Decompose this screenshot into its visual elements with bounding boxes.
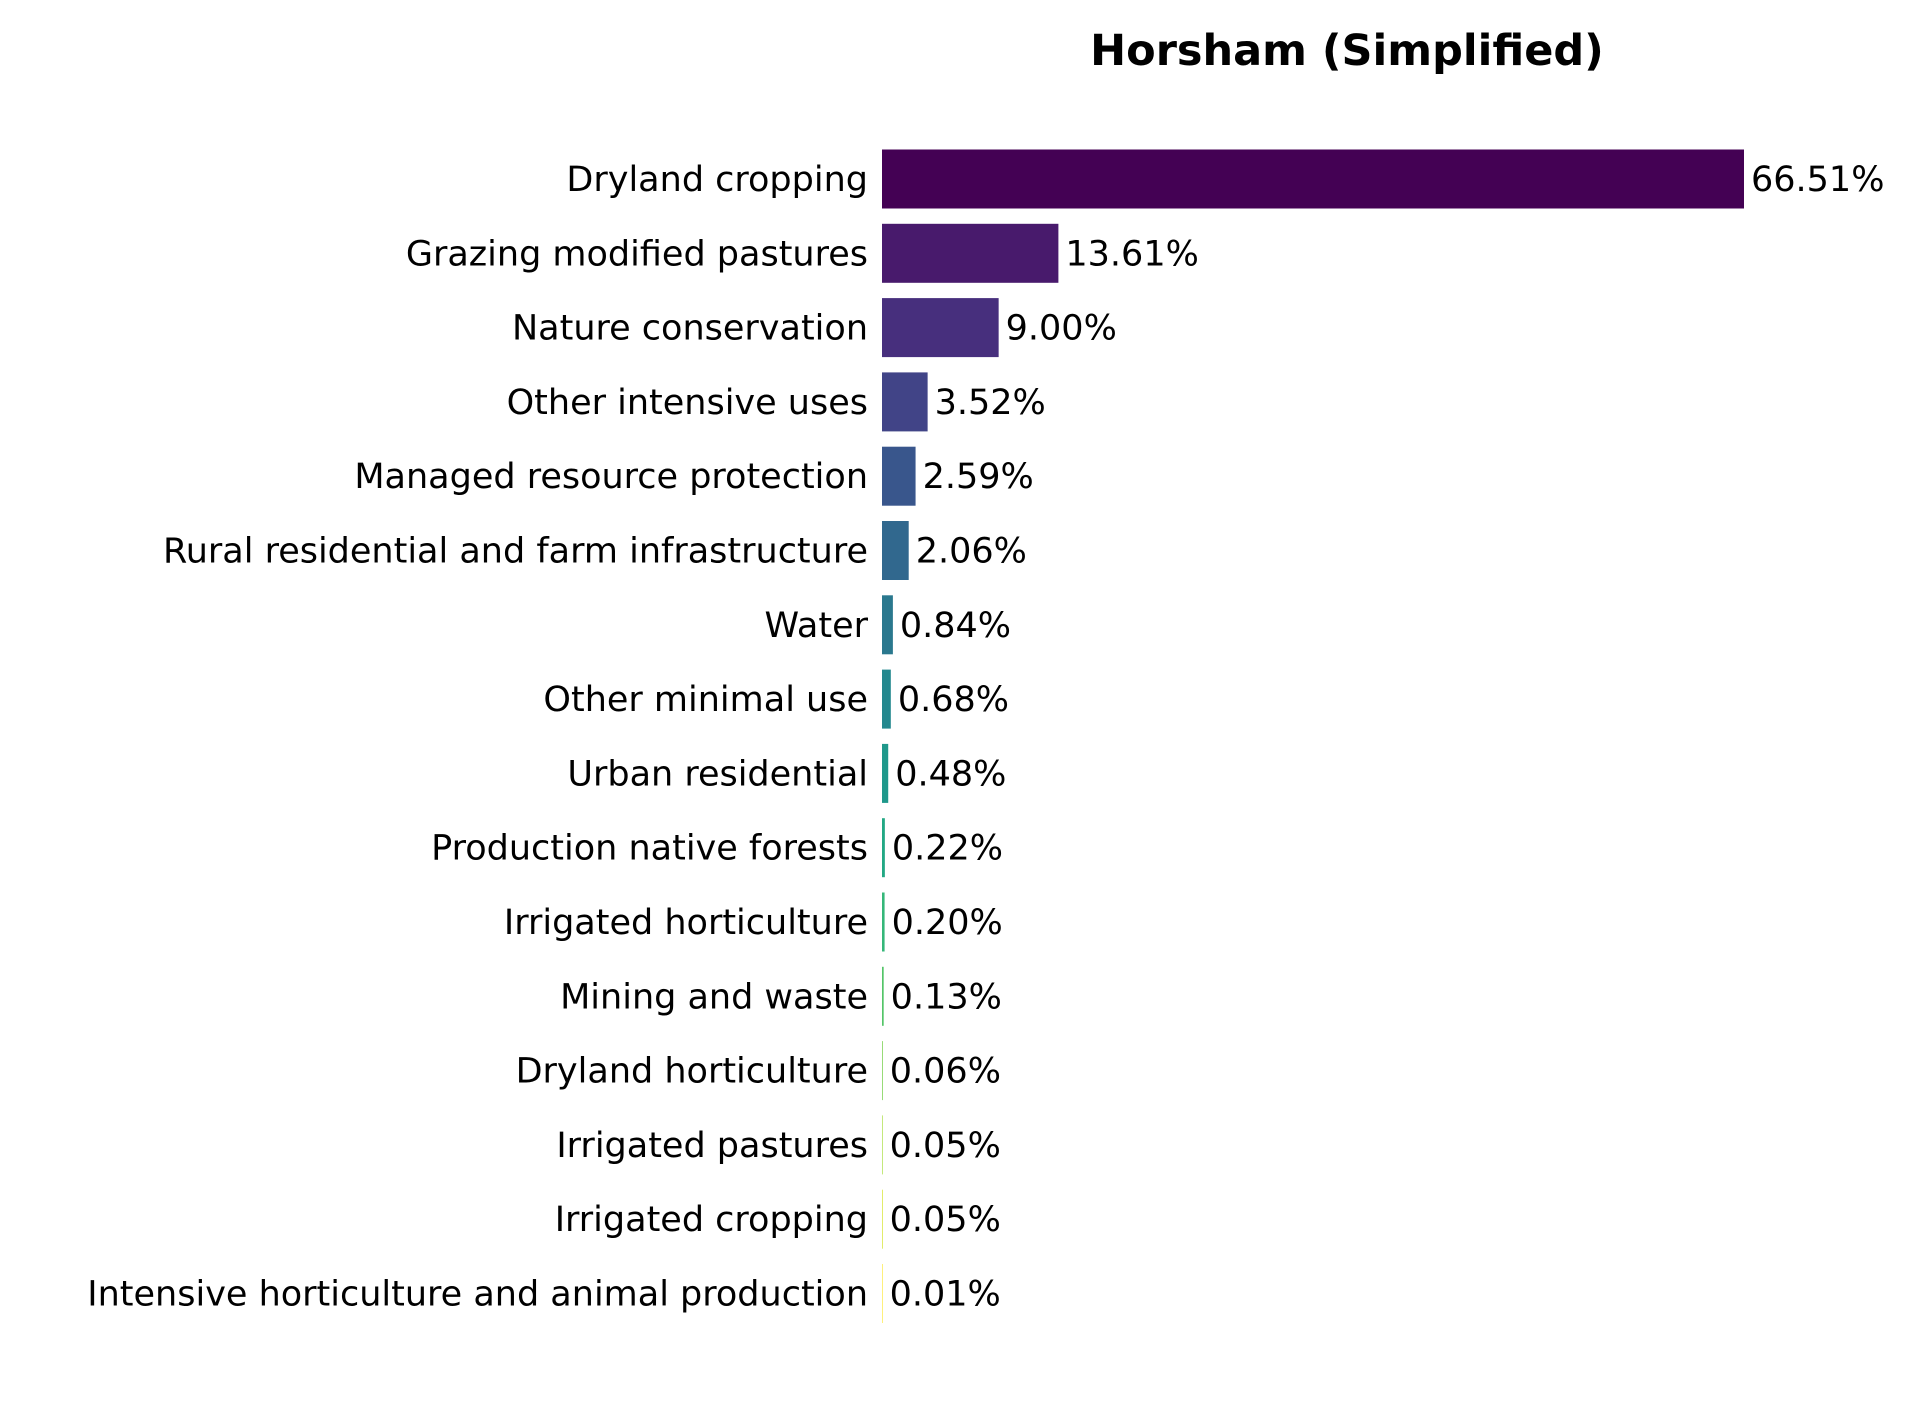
- category-label-12: Dryland horticulture: [516, 1052, 868, 1092]
- category-label-14: Irrigated cropping: [555, 1200, 868, 1240]
- value-label-3: 3.52%: [935, 383, 1046, 423]
- category-labels: Dryland cropping Grazing modified pasture…: [87, 160, 868, 1315]
- category-label-4: Managed resource protection: [354, 457, 868, 497]
- value-label-9: 0.22%: [892, 829, 1003, 869]
- value-label-12: 0.06%: [890, 1052, 1001, 1092]
- bar-4: [882, 446, 916, 506]
- bar-5: [882, 521, 909, 580]
- category-label-11: Mining and waste: [560, 977, 868, 1017]
- chart-title: Horsham (Simplified): [1090, 26, 1604, 76]
- bar-14: [882, 1189, 883, 1249]
- value-label-14: 0.05%: [890, 1200, 1001, 1240]
- value-label-7: 0.68%: [898, 680, 1009, 720]
- category-label-10: Irrigated horticulture: [504, 903, 868, 943]
- category-label-15: Intensive horticulture and animal produc…: [87, 1275, 868, 1315]
- value-label-5: 2.06%: [916, 532, 1027, 572]
- value-label-0: 66.51%: [1751, 160, 1884, 200]
- bar-11: [882, 966, 884, 1026]
- value-label-11: 0.13%: [891, 977, 1002, 1017]
- value-label-1: 13.61%: [1065, 234, 1198, 274]
- bar-6: [882, 595, 893, 655]
- bar-0: [882, 149, 1744, 209]
- value-label-10: 0.20%: [892, 903, 1003, 943]
- value-label-6: 0.84%: [900, 606, 1011, 646]
- bar-2: [882, 298, 999, 358]
- value-label-4: 2.59%: [923, 457, 1034, 497]
- category-label-7: Other minimal use: [543, 680, 868, 720]
- bar-7: [882, 669, 891, 729]
- value-label-15: 0.01%: [890, 1275, 1001, 1315]
- category-label-6: Water: [765, 606, 869, 646]
- bar-3: [882, 372, 928, 432]
- category-label-3: Other intensive uses: [507, 383, 868, 423]
- bar-15: [882, 1264, 883, 1323]
- value-label-13: 0.05%: [890, 1126, 1001, 1166]
- bars-layer: [882, 149, 1744, 1323]
- bar-13: [882, 1115, 883, 1175]
- category-label-9: Production native forests: [431, 829, 868, 869]
- bar-10: [882, 892, 885, 952]
- bar-8: [882, 743, 889, 803]
- category-label-5: Rural residential and farm infrastructur…: [163, 532, 868, 572]
- category-label-13: Irrigated pastures: [556, 1126, 868, 1166]
- value-labels: 66.51% 13.61% 9.00% 3.52% 2.59% 2.06% 0.84% 0.6…: [890, 160, 1885, 1315]
- bar-12: [882, 1041, 883, 1101]
- value-label-8: 0.48%: [895, 754, 1006, 794]
- category-label-1: Grazing modified pastures: [406, 234, 868, 274]
- category-label-2: Nature conservation: [512, 309, 868, 349]
- category-label-0: Dryland cropping: [566, 160, 868, 200]
- bar-9: [882, 818, 885, 878]
- bar-1: [882, 223, 1059, 283]
- value-label-2: 9.00%: [1006, 309, 1117, 349]
- category-label-8: Urban residential: [567, 754, 868, 794]
